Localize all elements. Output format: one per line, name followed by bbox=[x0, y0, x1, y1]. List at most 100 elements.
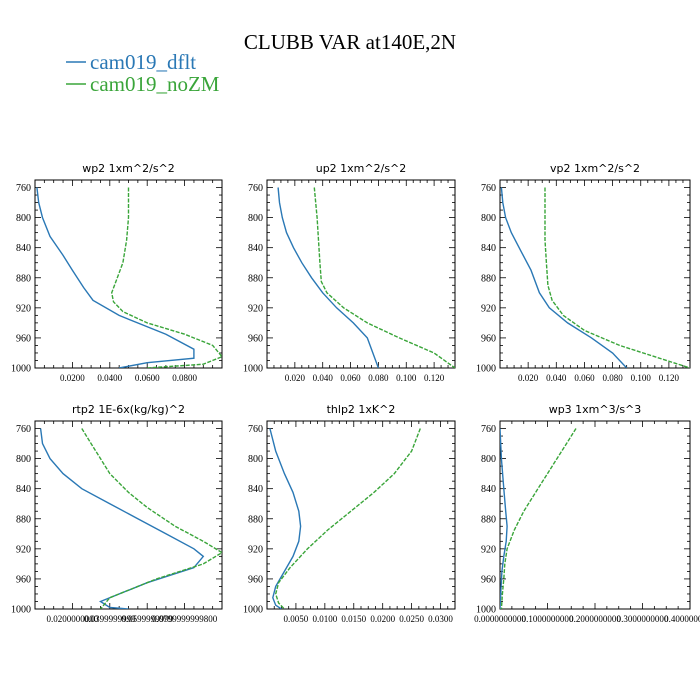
figure-title: CLUBB VAR at140E,2N bbox=[244, 30, 456, 54]
plot-frame bbox=[499, 420, 691, 610]
x-tick-label: 0.020 bbox=[518, 373, 539, 383]
x-tick-label: 0.0599999999 bbox=[121, 614, 173, 624]
x-tick-label: 0.100 bbox=[631, 373, 652, 383]
x-tick-label: 0.0399999999 bbox=[84, 614, 136, 624]
y-tick-label: 880 bbox=[16, 273, 31, 284]
plot-frame bbox=[34, 420, 223, 610]
y-tick-label: 960 bbox=[248, 574, 263, 585]
series-line-dflt bbox=[277, 187, 380, 368]
legend: cam019_dflt cam019_noZM bbox=[66, 50, 220, 96]
y-tick-label: 960 bbox=[481, 574, 496, 585]
x-tick-label: 0.100 bbox=[396, 373, 417, 383]
panel-4: rtp2 1E-6x(kg/kg)^2 760 800 840 880 920 960 100… bbox=[11, 403, 223, 624]
y-tick-label: 1000 bbox=[476, 605, 496, 616]
y-tick-label: 1000 bbox=[243, 364, 263, 375]
y-tick-label: 880 bbox=[248, 514, 263, 525]
y-tick-label: 1000 bbox=[11, 364, 31, 375]
x-tick-label: 0.120 bbox=[659, 373, 680, 383]
y-tick-label: 920 bbox=[481, 544, 496, 555]
panel-1: wp2 1xm^2/s^2 760 800 840 880 920 960 1000 0.020… bbox=[11, 162, 223, 383]
y-tick-label: 920 bbox=[248, 544, 263, 555]
y-tick-label: 760 bbox=[481, 424, 496, 435]
panel-2: up2 1xm^2/s^2 760 800 840 880 920 960 1000 0.020… bbox=[243, 162, 456, 383]
x-tick-label: 0.080 bbox=[602, 373, 623, 383]
y-tick-label: 800 bbox=[481, 454, 496, 465]
plot-frame bbox=[499, 179, 691, 369]
x-tick-label: 0.060 bbox=[340, 373, 361, 383]
y-tick-label: 1000 bbox=[243, 605, 263, 616]
x-tick-label: 0.0250 bbox=[399, 614, 424, 624]
y-tick-label: 760 bbox=[16, 424, 31, 435]
x-tick-label: 0.040 bbox=[313, 373, 334, 383]
y-tick-label: 840 bbox=[481, 484, 496, 495]
y-tick-label: 840 bbox=[248, 484, 263, 495]
x-tick-label: 0.0200 bbox=[60, 373, 85, 383]
x-tick-label: 0.0150 bbox=[341, 614, 366, 624]
x-tick-label: 0.0000000000 bbox=[474, 614, 526, 624]
y-tick-label: 880 bbox=[248, 273, 263, 284]
y-tick-label: 880 bbox=[481, 273, 496, 284]
x-tick-label: 0.0600 bbox=[135, 373, 160, 383]
y-tick-label: 760 bbox=[481, 183, 496, 194]
panel-title: vp2 1xm^2/s^2 bbox=[550, 162, 640, 175]
x-tick-label: 0.080 bbox=[368, 373, 389, 383]
y-tick-label: 760 bbox=[248, 424, 263, 435]
y-tick-label: 800 bbox=[481, 213, 496, 224]
y-tick-label: 840 bbox=[16, 484, 31, 495]
series-line-dflt bbox=[500, 187, 628, 368]
y-tick-label: 760 bbox=[16, 183, 31, 194]
x-tick-label: 0.1000000000 bbox=[522, 614, 574, 624]
panel-title: thlp2 1xK^2 bbox=[327, 403, 396, 416]
x-tick-label: 0.0300 bbox=[428, 614, 453, 624]
panel-6: wp3 1xm^3/s^3 760 800 840 880 920 960 10000.000… bbox=[474, 403, 700, 624]
y-tick-label: 800 bbox=[16, 213, 31, 224]
series-line-dflt bbox=[39, 428, 205, 609]
x-tick-label: 0.0400 bbox=[97, 373, 122, 383]
y-tick-label: 1000 bbox=[476, 364, 496, 375]
x-tick-label: 0.4000000000 bbox=[664, 614, 700, 624]
panel-title: wp3 1xm^3/s^3 bbox=[549, 403, 642, 416]
x-tick-label: 0.0200000000 bbox=[47, 614, 99, 624]
y-tick-label: 760 bbox=[248, 183, 263, 194]
panel-title: up2 1xm^2/s^2 bbox=[316, 162, 407, 175]
series-line-dflt bbox=[269, 428, 302, 609]
x-tick-label: 0.2000000000 bbox=[569, 614, 621, 624]
x-tick-label: 0.120 bbox=[424, 373, 445, 383]
y-tick-label: 920 bbox=[481, 303, 496, 314]
y-tick-label: 920 bbox=[16, 303, 31, 314]
plot-frame bbox=[266, 420, 456, 610]
series-line-nozm bbox=[500, 428, 577, 609]
series-line-dflt bbox=[500, 428, 508, 609]
y-tick-label: 960 bbox=[16, 574, 31, 585]
series-line-dflt bbox=[36, 187, 195, 368]
panel-3: vp2 1xm^2/s^2 760 800 840 880 920 960 1000 0.020… bbox=[476, 162, 691, 383]
y-tick-label: 800 bbox=[248, 454, 263, 465]
x-tick-label: 0.060 bbox=[574, 373, 595, 383]
y-tick-label: 840 bbox=[248, 243, 263, 254]
y-tick-label: 960 bbox=[248, 333, 263, 344]
y-tick-label: 920 bbox=[16, 544, 31, 555]
legend-label-nozm: cam019_noZM bbox=[90, 72, 220, 96]
series-line-nozm bbox=[313, 187, 455, 368]
y-tick-label: 880 bbox=[481, 514, 496, 525]
y-tick-label: 840 bbox=[481, 243, 496, 254]
plot-frame bbox=[266, 179, 456, 369]
y-tick-label: 800 bbox=[248, 213, 263, 224]
series-line-nozm bbox=[110, 187, 222, 368]
x-tick-label: 0.040 bbox=[546, 373, 567, 383]
series-line-nozm bbox=[544, 187, 690, 368]
legend-label-dflt: cam019_dflt bbox=[90, 50, 196, 74]
series-line-nozm bbox=[274, 428, 421, 609]
plot-frame bbox=[34, 179, 223, 369]
y-tick-label: 800 bbox=[16, 454, 31, 465]
y-tick-label: 1000 bbox=[11, 605, 31, 616]
panel-title: rtp2 1E-6x(kg/kg)^2 bbox=[72, 403, 185, 416]
x-tick-label: 0.3000000000 bbox=[617, 614, 669, 624]
panels: wp2 1xm^2/s^2 760 800 840 880 920 960 1000 0.020… bbox=[11, 162, 700, 624]
x-tick-label: 0.0100 bbox=[312, 614, 337, 624]
x-tick-label: 0.0799999999800 bbox=[152, 614, 218, 624]
x-tick-label: 0.0800 bbox=[172, 373, 197, 383]
y-tick-label: 920 bbox=[248, 303, 263, 314]
y-tick-label: 840 bbox=[16, 243, 31, 254]
